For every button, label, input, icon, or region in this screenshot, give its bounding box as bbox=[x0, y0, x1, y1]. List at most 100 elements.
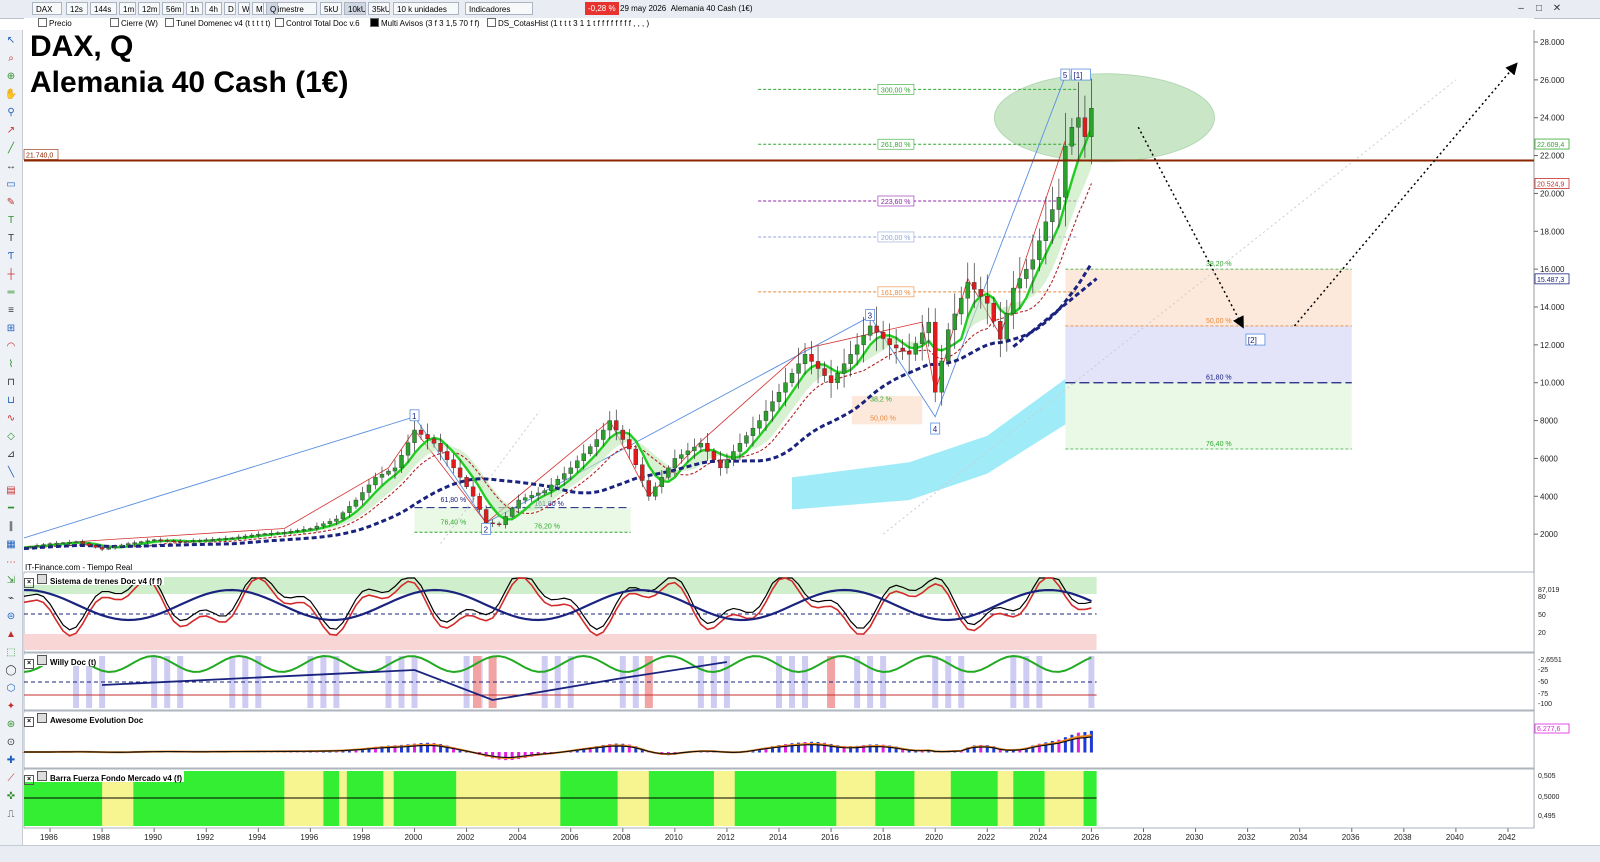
timeframe-W[interactable]: W bbox=[238, 2, 250, 15]
candle-body bbox=[243, 535, 248, 538]
timeframe-Q[interactable]: Q bbox=[266, 2, 278, 15]
drawing-tool-icon[interactable]: ✚ bbox=[6, 755, 16, 766]
panel-title-barra[interactable]: × Barra Fuerza Fondo Mercado v4 (f) bbox=[24, 771, 185, 785]
y-tick-label: 20.000 bbox=[1540, 189, 1565, 198]
drawing-tool-icon[interactable]: ⊔ bbox=[7, 395, 15, 406]
drawing-tool-icon[interactable]: ⊿ bbox=[6, 449, 16, 460]
legend-checkbox[interactable] bbox=[110, 18, 119, 27]
drawing-tool-icon[interactable]: ⇲ bbox=[6, 575, 16, 586]
units-35kU[interactable]: 35kU bbox=[368, 2, 390, 15]
units-5kU[interactable]: 5kU bbox=[320, 2, 342, 15]
fib-level-label: 261,80 % bbox=[881, 142, 911, 149]
drawing-tool-icon[interactable]: ✜ bbox=[6, 791, 16, 802]
minimize-icon[interactable]: – bbox=[1518, 3, 1524, 14]
drawing-tool-icon[interactable]: ⬚ bbox=[6, 647, 16, 658]
drawing-tool-icon[interactable]: ┼ bbox=[7, 269, 15, 280]
candle-body bbox=[1089, 108, 1094, 137]
drawing-tool-icon[interactable]: ◠ bbox=[6, 341, 16, 352]
drawing-tool-icon[interactable]: ⚲ bbox=[7, 107, 15, 118]
close-icon[interactable]: ✕ bbox=[1552, 3, 1562, 14]
legend-item[interactable]: DS_CotasHist (1 t t t 3 1 1 t f f f f f … bbox=[487, 18, 649, 29]
timeframe-12s[interactable]: 12s bbox=[66, 2, 88, 15]
drawing-tool-icon[interactable]: ✎ bbox=[6, 197, 16, 208]
legend-item[interactable]: Precio bbox=[38, 18, 72, 29]
units-select[interactable]: 10 k unidades bbox=[393, 2, 459, 15]
maximize-icon[interactable]: □ bbox=[1535, 3, 1543, 14]
drawing-tool-icon[interactable]: ⊜ bbox=[6, 611, 16, 622]
drawing-tool-icon[interactable]: ⌁ bbox=[7, 593, 15, 604]
panel-settings-icon[interactable] bbox=[37, 655, 47, 665]
drawing-tool-icon[interactable]: ◇ bbox=[7, 431, 15, 442]
indicators-button[interactable]: Indicadores bbox=[465, 2, 533, 15]
drawing-tool-icon[interactable]: ⊙ bbox=[6, 737, 16, 748]
close-panel-icon[interactable]: × bbox=[24, 717, 34, 727]
timeframe-12m[interactable]: 12m bbox=[138, 2, 160, 15]
legend-item[interactable]: Tunel Domenec v4 (t t t t t) bbox=[165, 18, 270, 29]
drawing-tool-icon[interactable]: ⌕ bbox=[8, 53, 14, 64]
drawing-tool-icon[interactable]: ≡ bbox=[8, 305, 14, 316]
drawing-tool-icon[interactable]: ⬡ bbox=[6, 683, 16, 694]
panel-title-trenes-text: Sistema de trenes Doc v4 (f f) bbox=[50, 577, 163, 586]
symbol-selector[interactable]: DAX bbox=[32, 2, 62, 15]
legend-checkbox[interactable] bbox=[38, 18, 47, 27]
close-panel-icon[interactable]: × bbox=[24, 775, 34, 785]
timeframe-1m[interactable]: 1m bbox=[119, 2, 136, 15]
drawing-tool-icon[interactable]: ╲ bbox=[7, 467, 15, 478]
timeframe-144s[interactable]: 144s bbox=[90, 2, 117, 15]
panel-title-trenes[interactable]: × Sistema de trenes Doc v4 (f f) bbox=[24, 574, 165, 588]
drawing-tool-icon[interactable]: ▦ bbox=[6, 539, 16, 550]
timeframe-4h[interactable]: 4h bbox=[205, 2, 222, 15]
drawing-tool-icon[interactable]: ↗ bbox=[6, 125, 16, 136]
drawing-tool-icon[interactable]: ▤ bbox=[6, 485, 16, 496]
drawing-tool-icon[interactable]: T bbox=[7, 233, 15, 244]
panel-settings-icon[interactable] bbox=[37, 713, 47, 723]
drawing-tool-icon[interactable]: ∿ bbox=[6, 413, 16, 424]
legend-checkbox[interactable] bbox=[370, 18, 379, 27]
drawing-tool-icon[interactable]: ⋯ bbox=[6, 557, 16, 568]
drawing-tool-icon[interactable]: ⊞ bbox=[6, 323, 16, 334]
x-tick-label: 2012 bbox=[717, 833, 735, 842]
drawing-tool-icon[interactable]: ↖ bbox=[6, 35, 16, 46]
panel-title-awesome[interactable]: × Awesome Evolution Doc bbox=[24, 713, 146, 727]
drawing-tool-icon[interactable]: ↔ bbox=[6, 161, 16, 172]
candle-body bbox=[262, 533, 268, 535]
legend-item[interactable]: Cierre (W) bbox=[110, 18, 158, 29]
awesome-histogram-bar bbox=[849, 746, 853, 753]
drawing-tool-icon[interactable]: ⊕ bbox=[6, 71, 16, 82]
drawing-tool-icon[interactable]: ◯ bbox=[5, 665, 17, 676]
panel-title-willy[interactable]: × Willy Doc (t) bbox=[24, 655, 99, 669]
drawing-tool-icon[interactable]: ⎍ bbox=[7, 809, 15, 820]
drawing-tool-icon[interactable]: ✦ bbox=[6, 701, 16, 712]
legend-item[interactable]: Multi Avisos (3 f 3 1,5 70 f f) bbox=[370, 18, 480, 29]
awesome-histogram-bar bbox=[1037, 743, 1041, 753]
panel-settings-icon[interactable] bbox=[37, 771, 47, 781]
timeframe-56m[interactable]: 56m bbox=[162, 2, 184, 15]
drawing-tool-icon[interactable]: ▭ bbox=[6, 179, 16, 190]
drawing-tool-icon[interactable]: ✋ bbox=[4, 89, 18, 100]
drawing-tool-icon[interactable]: T bbox=[7, 215, 15, 226]
drawing-tool-icon[interactable]: ▲ bbox=[6, 629, 16, 640]
units-10kU[interactable]: 10kU bbox=[344, 2, 366, 15]
drawing-tool-icon[interactable]: ∥ bbox=[8, 521, 14, 532]
close-panel-icon[interactable]: × bbox=[24, 659, 34, 669]
legend-checkbox[interactable] bbox=[275, 18, 284, 27]
timeframe-D[interactable]: D bbox=[224, 2, 236, 15]
drawing-tool-icon[interactable]: ━ bbox=[7, 503, 15, 514]
drawing-tool-icon[interactable]: ⌇ bbox=[8, 359, 14, 370]
timeframe-M[interactable]: M bbox=[252, 2, 264, 15]
x-tick-label: 2034 bbox=[1290, 833, 1308, 842]
legend-checkbox[interactable] bbox=[165, 18, 174, 27]
drawing-tool-icon[interactable]: ⊛ bbox=[6, 719, 16, 730]
legend-item[interactable]: Control Total Doc v.6 bbox=[275, 18, 360, 29]
panel-settings-icon[interactable] bbox=[37, 574, 47, 584]
drawing-tool-icon[interactable]: ╱ bbox=[7, 143, 15, 154]
drawing-tool-icon[interactable]: ⊓ bbox=[7, 377, 15, 388]
drawing-tool-icon[interactable]: ═ bbox=[7, 287, 15, 298]
timeframe-1h[interactable]: 1h bbox=[186, 2, 203, 15]
close-panel-icon[interactable]: × bbox=[24, 578, 34, 588]
drawing-tool-icon[interactable]: Ƭ bbox=[7, 251, 15, 262]
awesome-histogram-bar bbox=[862, 745, 866, 753]
drawing-tool-icon[interactable]: ⟋ bbox=[7, 773, 15, 784]
legend-checkbox[interactable] bbox=[487, 18, 496, 27]
